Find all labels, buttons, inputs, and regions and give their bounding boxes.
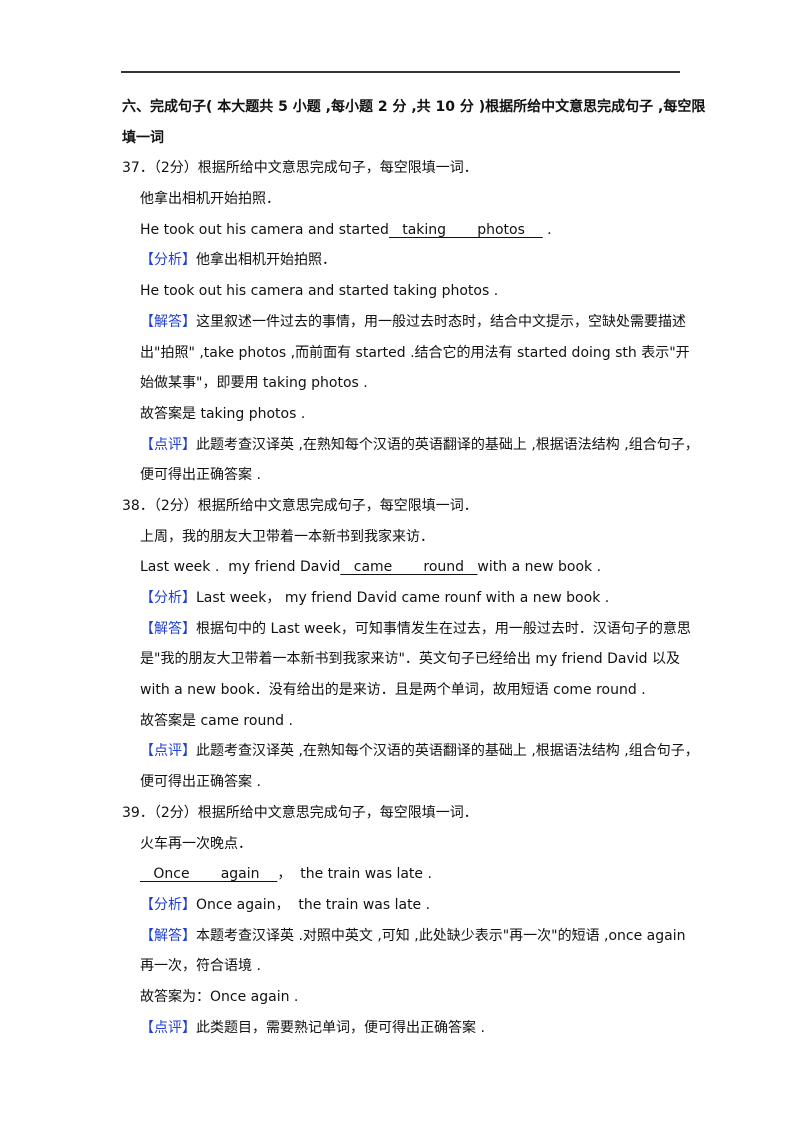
restated-sentence: He took out his camera and started takin… — [140, 283, 499, 300]
english-sentence: Last week . my friend David came round w… — [122, 552, 692, 583]
explanation-line: 出"拍照" ,take photos ,而前面有 started .结合它的用法… — [122, 338, 692, 369]
comment-line: 便可得出正确答案 . — [122, 767, 692, 798]
answer-blank: came round — [340, 559, 478, 576]
analysis-line: 【分析】Last week， my friend David came roun… — [122, 583, 692, 614]
comment-text: 便可得出正确答案 . — [140, 774, 261, 791]
explanation-line: 【解答】这里叙述一件过去的事情，用一般过去时态时，结合中文提示，空缺处需要描述 — [122, 307, 692, 338]
comment-text: 此类题目，需要熟记单词，便可得出正确答案 . — [196, 1019, 485, 1036]
english-sentence: Once again ， the train was late . — [122, 859, 692, 890]
explanation-text: with a new book．没有给出的是来访．且是两个单词，故用短语 com… — [140, 682, 646, 699]
question-number: 38．（2分）根据所给中文意思完成句子，每空限填一词． — [122, 497, 478, 514]
comment-label: 【点评】 — [140, 436, 196, 453]
analysis-label: 【分析】 — [140, 252, 196, 269]
explanation-line: with a new book．没有给出的是来访．且是两个单词，故用短语 com… — [122, 675, 692, 706]
explanation-label: 【解答】 — [140, 927, 196, 944]
section-heading: 六、完成句子( 本大题共 5 小题 ,每小题 2 分 ,共 10 分 )根据所给… — [122, 99, 706, 115]
analysis-label: 【分析】 — [140, 590, 196, 606]
chinese-prompt: 火车再一次晚点． — [140, 835, 252, 852]
answer-blank: taking photos — [388, 221, 543, 238]
sentence-text: Last week . my friend David — [140, 559, 341, 576]
question-number: 37．（2分）根据所给中文意思完成句子，每空限填一词． — [122, 160, 478, 177]
answer-blank: Once again — [140, 866, 278, 883]
answer-summary: 故答案是 taking photos . — [140, 405, 306, 422]
chinese-prompt: 上周，我的朋友大卫带着一本新书到我家来访． — [140, 528, 434, 545]
question-block: 37．（2分）根据所给中文意思完成句子，每空限填一词． 他拿出相机开始拍照． He … — [122, 153, 699, 491]
english-sentence: He took out his camera and started takin… — [122, 215, 692, 246]
analysis-line: 【分析】他拿出相机开始拍照． — [122, 245, 692, 276]
analysis-text: Last week， my friend David came rounf wi… — [196, 590, 610, 606]
explanation-line: 再一次，符合语境 . — [122, 951, 692, 982]
comment-line: 【点评】此类题目，需要熟记单词，便可得出正确答案 . — [122, 1013, 692, 1044]
comment-text: 此题考查汉译英 ,在熟知每个汉语的英语翻译的基础上 ,根据语法结构 ,组合句子， — [196, 743, 699, 760]
header-rule — [121, 71, 680, 73]
document-body: 六、完成句子( 本大题共 5 小题 ,每小题 2 分 ,共 10 分 )根据所给… — [122, 92, 706, 1044]
explanation-text: 这里叙述一件过去的事情，用一般过去时态时，结合中文提示，空缺处需要描述 — [196, 313, 686, 330]
comment-text: 便可得出正确答案 . — [140, 467, 261, 484]
section-heading: 填一词 — [122, 129, 164, 146]
explanation-label: 【解答】 — [140, 313, 196, 330]
explanation-line: 【解答】本题考查汉译英 .对照中英文 ,可知 ,此处缺少表示"再一次"的短语 ,… — [122, 921, 692, 952]
answer-summary: 故答案是 came round . — [140, 712, 293, 729]
comment-line: 【点评】此题考查汉译英 ,在熟知每个汉语的英语翻译的基础上 ,根据语法结构 ,组… — [122, 430, 699, 461]
analysis-text: Once again， the train was late . — [196, 896, 431, 913]
explanation-text: 根据句中的 Last week，可知事情发生在过去，用一般过去时．汉语句子的意思 — [196, 620, 691, 637]
question-number: 39．（2分）根据所给中文意思完成句子，每空限填一词． — [122, 804, 478, 821]
explanation-text: 始做某事"，即要用 taking photos . — [140, 375, 368, 392]
comment-text: 此题考查汉译英 ,在熟知每个汉语的英语翻译的基础上 ,根据语法结构 ,组合句子， — [196, 436, 699, 453]
explanation-text: 本题考查汉译英 .对照中英文 ,可知 ,此处缺少表示"再一次"的短语 ,once… — [196, 927, 686, 944]
comment-line: 【点评】此题考查汉译英 ,在熟知每个汉语的英语翻译的基础上 ,根据语法结构 ,组… — [122, 736, 699, 767]
explanation-line: 【解答】根据句中的 Last week，可知事情发生在过去，用一般过去时．汉语句… — [122, 614, 692, 645]
explanation-text: 是"我的朋友大卫带着一本新书到我家来访"．英文句子已经给出 my friend … — [140, 651, 680, 668]
question-block: 38．（2分）根据所给中文意思完成句子，每空限填一词． 上周，我的朋友大卫带着一本… — [122, 491, 699, 798]
analysis-line: 【分析】Once again， the train was late . — [122, 890, 692, 921]
sentence-text: . — [542, 221, 552, 238]
explanation-text: 再一次，符合语境 . — [140, 958, 261, 975]
comment-label: 【点评】 — [140, 1019, 196, 1036]
question-block: 39．（2分）根据所给中文意思完成句子，每空限填一词． 火车再一次晚点． Once… — [122, 798, 692, 1044]
explanation-text: 出"拍照" ,take photos ,而前面有 started .结合它的用法… — [140, 344, 690, 361]
comment-label: 【点评】 — [140, 743, 196, 760]
explanation-line: 是"我的朋友大卫带着一本新书到我家来访"．英文句子已经给出 my friend … — [122, 644, 692, 675]
sentence-text: He took out his camera and started — [140, 221, 389, 238]
analysis-text: 他拿出相机开始拍照． — [196, 252, 336, 269]
sentence-text: with a new book . — [477, 559, 602, 576]
explanation-label: 【解答】 — [140, 620, 196, 637]
answer-summary: 故答案为：Once again . — [140, 988, 299, 1005]
explanation-line: 始做某事"，即要用 taking photos . — [122, 368, 692, 399]
analysis-label: 【分析】 — [140, 896, 196, 913]
comment-line: 便可得出正确答案 . — [122, 460, 692, 491]
sentence-text: ， the train was late . — [277, 866, 432, 883]
chinese-prompt: 他拿出相机开始拍照． — [140, 191, 280, 208]
